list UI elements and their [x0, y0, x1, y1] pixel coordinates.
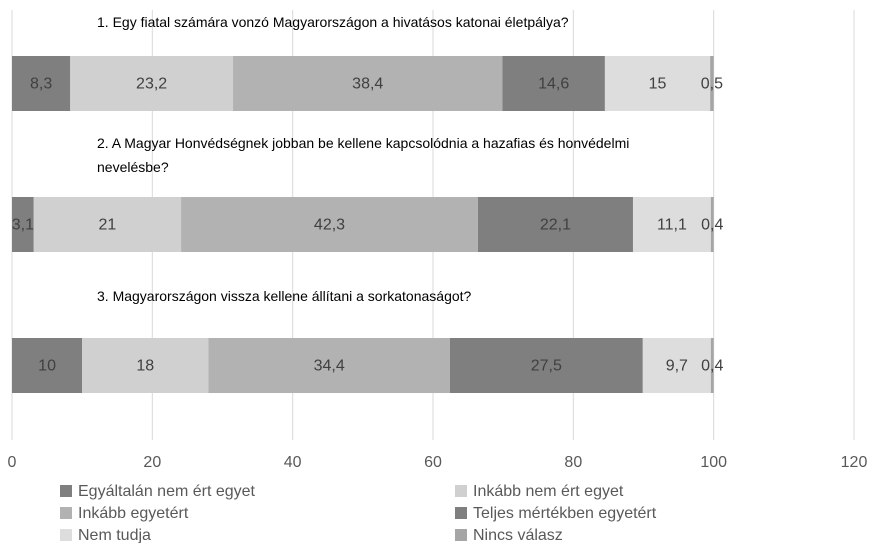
value-label: 3,1 [12, 217, 34, 234]
x-tick-label: 0 [8, 454, 17, 471]
value-label: 38,4 [352, 76, 383, 93]
x-tick-label: 20 [143, 454, 161, 471]
value-label: 0,4 [701, 358, 723, 375]
bar-segment [710, 197, 714, 252]
legend-swatch [60, 507, 72, 519]
value-label: 0,4 [701, 217, 723, 234]
legend-label: Teljes mértékben egyetért [473, 505, 657, 522]
bar-segment [502, 56, 605, 111]
legend-label: Egyáltalán nem ért egyet [78, 483, 256, 500]
bar-segment [642, 338, 711, 393]
legend-label: Inkább nem ért egyet [473, 483, 624, 500]
value-label: 21 [99, 217, 117, 234]
x-tick-label: 80 [564, 454, 582, 471]
bar-segment [12, 338, 83, 393]
bar-segment [82, 338, 209, 393]
bar-segment [181, 197, 478, 252]
bar-segment [710, 56, 714, 111]
value-label: 10 [38, 358, 56, 375]
value-label: 42,3 [314, 217, 345, 234]
value-label: 22,1 [540, 217, 571, 234]
legend-swatch [60, 529, 72, 541]
legend-swatch [455, 507, 467, 519]
bar-segment [208, 338, 450, 393]
value-label: 23,2 [136, 76, 167, 93]
value-label: 34,4 [314, 358, 345, 375]
bar-segment [33, 197, 182, 252]
bar-segment [449, 338, 643, 393]
bar-segment [604, 56, 711, 111]
question-label: 3. Magyarországon vissza kellene állítan… [97, 288, 472, 304]
bar-segment [12, 56, 71, 111]
x-tick-label: 40 [284, 454, 302, 471]
legend-label: Nincs válasz [473, 527, 563, 543]
legend-swatch [455, 529, 467, 541]
legend-swatch [60, 485, 72, 497]
legend-label: Inkább egyetért [78, 505, 189, 522]
bar-segment [632, 197, 711, 252]
bar-segment [233, 56, 503, 111]
question-label: 1. Egy fiatal számára vonzó Magyarország… [97, 14, 569, 30]
x-tick-label: 60 [424, 454, 442, 471]
x-tick-label: 100 [700, 454, 727, 471]
bar-segment [70, 56, 234, 111]
value-label: 18 [136, 358, 154, 375]
legend-swatch [455, 485, 467, 497]
bar-segment [12, 197, 34, 252]
value-label: 0,5 [701, 76, 723, 93]
bar-segment [477, 197, 633, 252]
legend-label: Nem tudja [78, 527, 151, 543]
bar-segment [710, 338, 714, 393]
question-label: 2. A Magyar Honvédségnek jobban be kelle… [97, 135, 630, 175]
value-label: 15 [649, 76, 667, 93]
value-label: 27,5 [531, 358, 562, 375]
value-label: 11,1 [657, 217, 687, 234]
value-label: 9,7 [666, 358, 688, 375]
x-tick-label: 120 [841, 454, 868, 471]
value-label: 14,6 [538, 76, 569, 93]
value-label: 8,3 [30, 76, 52, 93]
